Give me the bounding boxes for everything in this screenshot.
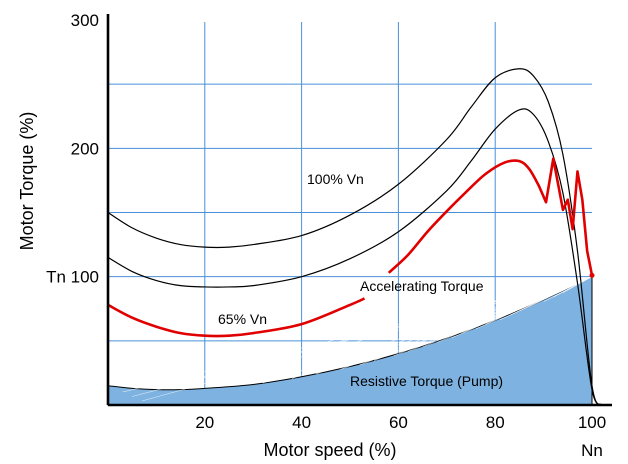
resistive-torque-hatching bbox=[122, 276, 593, 402]
hatch-line bbox=[543, 276, 593, 303]
hatch-line bbox=[359, 276, 593, 366]
x-tick-label-40: 40 bbox=[292, 413, 311, 432]
tick-labels: 20 40 60 80 100 Nn Tn 100 200 300 bbox=[46, 11, 606, 460]
x-tick-label-60: 60 bbox=[389, 413, 408, 432]
x-tick-label-80: 80 bbox=[486, 413, 505, 432]
hatch-line bbox=[122, 276, 593, 393]
hatch-line bbox=[141, 276, 593, 402]
y-tick-label-300: 300 bbox=[71, 11, 99, 30]
y-tick-label-100: Tn 100 bbox=[46, 268, 99, 287]
annotation-100-vn: 100% Vn bbox=[307, 171, 364, 187]
series-line-100-vn bbox=[107, 68, 603, 406]
x-tick-label-100: 100 bbox=[578, 413, 606, 432]
x-axis-title: Motor speed (%) bbox=[263, 440, 396, 460]
annotation-resistive-torque: Resistive Torque (Pump) bbox=[350, 373, 503, 389]
x-tick-label-nn: Nn bbox=[581, 441, 603, 460]
axes bbox=[106, 14, 612, 407]
hatch-line bbox=[132, 276, 593, 397]
series-line-accelerating bbox=[387, 157, 594, 276]
resistive-torque-area bbox=[107, 275, 593, 406]
rated-point-marker bbox=[589, 272, 595, 278]
annotation-65-vn: 65% Vn bbox=[218, 311, 267, 327]
hatch-line bbox=[262, 276, 593, 384]
hatch-line bbox=[340, 276, 593, 370]
x-tick-label-20: 20 bbox=[195, 413, 214, 432]
annotation-accelerating-torque: Accelerating Torque bbox=[360, 278, 484, 294]
hatch-line bbox=[393, 276, 593, 357]
grid-lines bbox=[108, 22, 592, 405]
hatch-line bbox=[316, 276, 593, 375]
hatch-line bbox=[291, 276, 593, 379]
y-tick-label-200: 200 bbox=[71, 139, 99, 158]
y-axis-title: Motor Torque (%) bbox=[17, 112, 37, 251]
series-line-65-vn bbox=[107, 297, 366, 338]
torque-curves bbox=[107, 68, 603, 406]
